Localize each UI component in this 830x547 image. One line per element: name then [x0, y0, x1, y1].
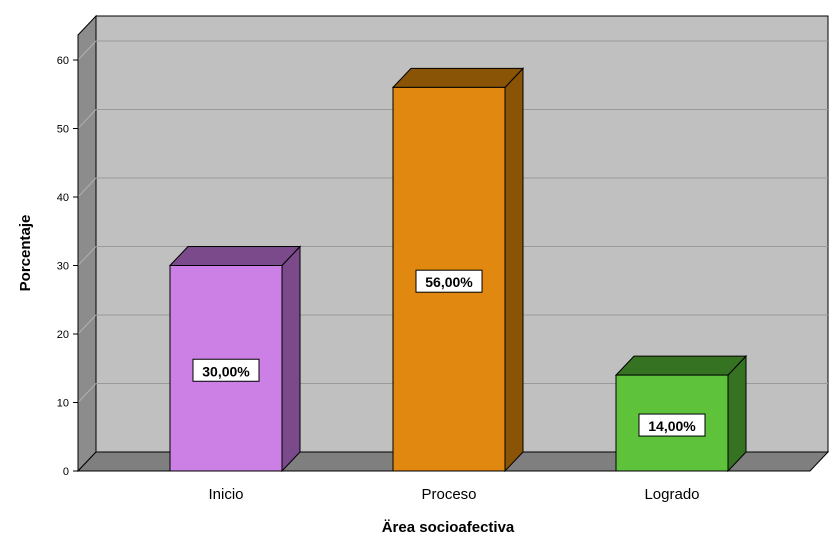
y-axis-title: Porcentaje	[17, 215, 34, 292]
bars: 30,00% 56,00% 14,00%	[168, 67, 748, 473]
bar-proceso: 56,00%	[391, 67, 525, 473]
gridline-side	[77, 109, 97, 129]
y-tick-label: 50	[57, 124, 69, 136]
x-axis-title: Ärea socioafectiva	[382, 519, 515, 536]
gridline-side	[77, 40, 97, 61]
y-tick-label: 30	[57, 261, 69, 273]
data-label-box	[192, 358, 260, 382]
bar-side	[281, 245, 301, 473]
side-wall	[77, 14, 97, 473]
y-tick-label: 0	[63, 466, 69, 478]
y-tick-label: 40	[57, 192, 69, 204]
bar-top	[614, 355, 748, 376]
gridline-side	[77, 383, 97, 403]
bar-side	[727, 354, 747, 473]
bar-top	[168, 246, 302, 266]
y-axis-ticks: 0 10 20 30 40 50 60	[57, 35, 79, 478]
gridline-side	[77, 314, 97, 335]
data-label: 14,00%	[648, 418, 696, 434]
bar-inicio: 30,00%	[168, 245, 302, 473]
bar-top	[391, 67, 525, 88]
y-tick-label: 60	[57, 55, 69, 67]
gridline-side	[77, 177, 97, 198]
gridline-side	[77, 246, 97, 266]
x-category-label: Inicio	[208, 486, 243, 503]
y-tick-label: 20	[57, 329, 69, 341]
x-category-label: Logrado	[644, 486, 699, 503]
y-tick-label: 10	[57, 398, 69, 410]
data-label: 56,00%	[425, 274, 473, 290]
x-axis-categories: Inicio Proceso Logrado	[208, 486, 699, 503]
x-category-label: Proceso	[421, 486, 476, 503]
bar-logrado: 14,00%	[614, 354, 748, 473]
data-label-box	[638, 413, 706, 437]
data-label: 30,00%	[202, 363, 250, 379]
bar-side	[504, 67, 524, 473]
data-label-box	[415, 269, 483, 293]
